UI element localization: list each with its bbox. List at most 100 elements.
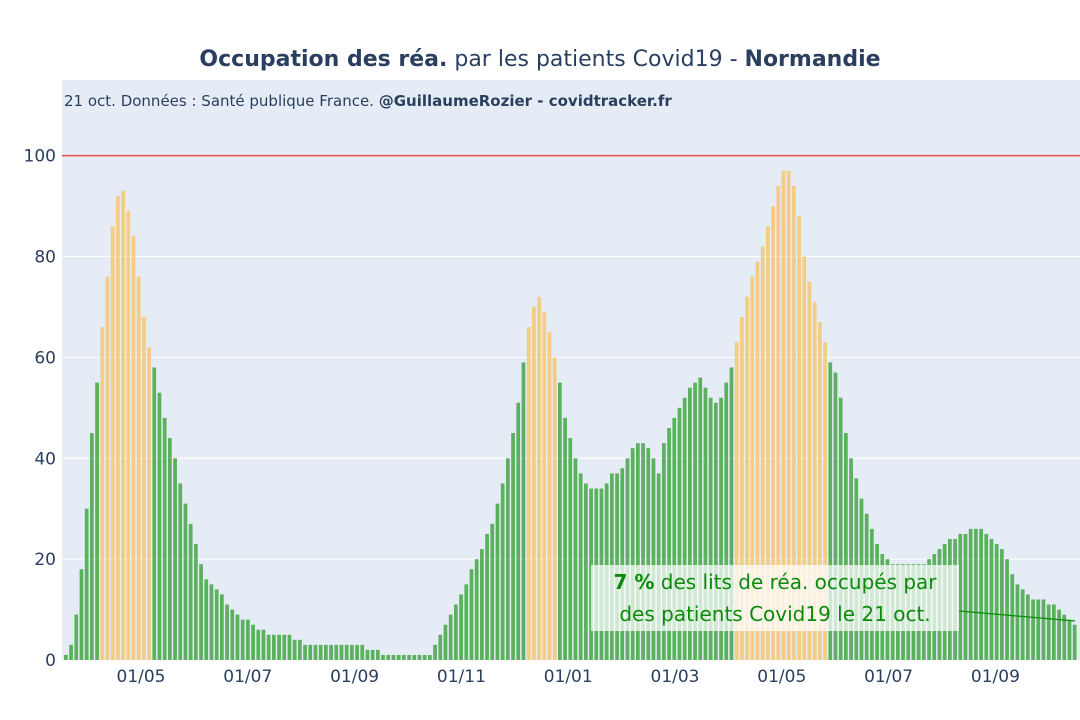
data-bar (194, 544, 198, 660)
data-bar (448, 614, 453, 660)
data-bar (693, 382, 697, 660)
chart-subtitle: 21 oct. Données : Santé publique France.… (64, 92, 672, 110)
x-tick-label: 01/07 (864, 667, 913, 687)
data-bar (776, 185, 781, 661)
data-bar (630, 448, 635, 660)
x-axis-ticks: 01/05 01/07 01/09 01/11 01/01 01/03 01/05 01/07… (117, 667, 1020, 687)
data-bar (797, 216, 801, 660)
data-bar (417, 654, 422, 660)
annotation-arrow-line (958, 610, 1076, 622)
data-bar (95, 382, 99, 660)
data-bar (261, 629, 266, 660)
data-bar (537, 296, 541, 660)
data-bar (183, 503, 188, 660)
data-bar (204, 579, 209, 660)
data-bar (490, 523, 495, 660)
data-bar (636, 443, 640, 660)
data-bar (136, 276, 141, 660)
data-bar (350, 644, 354, 660)
data-bar (979, 528, 983, 660)
data-bar (225, 604, 229, 660)
data-bar (1010, 574, 1015, 660)
data-bar (646, 448, 651, 660)
data-bar (433, 644, 437, 660)
data-bar (963, 533, 968, 660)
data-bar (766, 226, 770, 660)
data-bar (573, 458, 578, 660)
data-bar (792, 185, 796, 661)
data-bar (230, 609, 235, 660)
data-bar (131, 236, 136, 660)
data-bar (1072, 624, 1077, 660)
y-tick-label: 0 (45, 651, 56, 671)
data-bar (313, 644, 318, 660)
annotation-value: 7 % (613, 570, 654, 594)
x-tick-label: 01/05 (117, 667, 166, 687)
data-bar (152, 367, 157, 660)
data-bar (443, 624, 448, 660)
y-tick-label: 40 (34, 449, 56, 469)
data-bar (1031, 599, 1035, 660)
data-bar (277, 634, 281, 660)
data-bar (714, 402, 718, 660)
data-bar (506, 458, 510, 660)
data-bar (220, 594, 224, 660)
data-bar (849, 458, 853, 660)
data-bar (246, 619, 250, 660)
data-bar (147, 347, 151, 660)
data-bar (339, 644, 344, 660)
data-bar (428, 654, 432, 660)
data-bar (558, 382, 562, 660)
data-bar (142, 317, 146, 660)
data-bar (1026, 594, 1030, 660)
annotation-box (591, 565, 959, 631)
data-bar (173, 458, 177, 660)
data-bar (79, 569, 84, 660)
chart-title: Occupation des réa. par les patients Cov… (199, 47, 880, 72)
data-bar (989, 538, 994, 660)
data-bar (708, 397, 713, 660)
data-bar (422, 654, 427, 660)
data-bar (292, 639, 297, 660)
data-bar (157, 392, 162, 660)
x-tick-label: 01/01 (544, 667, 593, 687)
data-bar (968, 528, 973, 660)
data-bar (838, 397, 843, 660)
data-bar (324, 644, 328, 660)
data-bar (162, 417, 167, 660)
data-bar (532, 306, 536, 660)
data-bar (84, 508, 89, 660)
data-bar (407, 654, 411, 660)
data-bar (282, 634, 287, 660)
data-bar (454, 604, 458, 660)
data-bar (724, 382, 729, 660)
data-bar (1046, 604, 1051, 660)
data-bar (459, 594, 463, 660)
data-bar (584, 483, 588, 660)
data-bar (662, 443, 666, 660)
data-bar (214, 589, 219, 660)
data-bar (480, 549, 484, 660)
data-bar (958, 533, 963, 660)
data-bar (667, 428, 671, 660)
data-bar (844, 433, 848, 660)
data-bar (178, 483, 183, 660)
data-bar (386, 654, 391, 660)
data-bar (303, 644, 307, 660)
x-tick-label: 01/11 (437, 667, 486, 687)
data-bar (438, 634, 443, 660)
data-bar (682, 397, 687, 660)
title-middle-part: par les patients Covid19 - (447, 47, 744, 72)
data-bar (469, 569, 474, 660)
data-bar (334, 644, 339, 660)
x-tick-label: 01/07 (223, 667, 272, 687)
data-bar (740, 317, 744, 660)
data-bar (620, 468, 625, 660)
data-bar (266, 634, 271, 660)
data-bar (563, 417, 567, 660)
data-bar (552, 357, 557, 660)
data-bar (578, 473, 583, 660)
y-tick-label: 60 (34, 348, 56, 368)
data-bar (500, 483, 505, 660)
data-bar (1036, 599, 1041, 660)
